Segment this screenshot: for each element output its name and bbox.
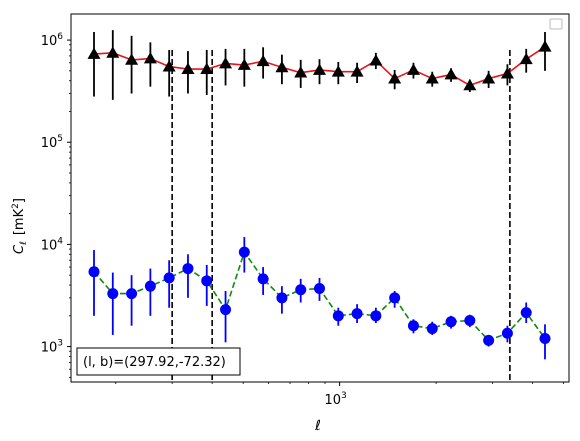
x-tick-label-base: 10 — [325, 393, 342, 408]
legend-box — [549, 18, 563, 30]
data-point — [483, 334, 495, 346]
data-point — [463, 78, 477, 91]
data-point — [520, 307, 532, 319]
data-point — [125, 53, 139, 65]
x-tick-label-exp: 3 — [341, 391, 347, 401]
data-point — [482, 72, 496, 84]
y-tick-label: 105 — [41, 134, 63, 151]
data-point — [182, 263, 194, 275]
data-point — [88, 266, 100, 278]
series-1 — [88, 237, 551, 360]
data-point — [500, 67, 514, 79]
data-point — [406, 63, 420, 75]
y-tick-label-exp: 3 — [57, 339, 63, 349]
data-point — [426, 323, 438, 335]
series-layer — [87, 30, 552, 360]
series-0 — [87, 30, 552, 100]
y-tick-label-base: 10 — [41, 34, 58, 49]
data-point — [445, 316, 457, 328]
data-point — [219, 56, 233, 69]
data-point — [294, 66, 308, 78]
y-axis-label: Cℓ [mK2] — [11, 198, 29, 254]
y-tick-label-exp: 4 — [57, 236, 63, 246]
y-tick-label-base: 10 — [41, 238, 58, 253]
dashed-vlines — [171, 49, 511, 382]
data-point — [162, 60, 176, 72]
data-point — [276, 292, 288, 304]
x-axis-label: ℓ — [314, 418, 321, 434]
data-point — [539, 332, 551, 344]
data-point — [369, 54, 383, 66]
annotation: (l, b)=(297.92,-72.32) — [76, 347, 241, 376]
data-point — [464, 314, 476, 326]
y-tick-label-exp: 5 — [57, 134, 63, 144]
y-axis-label-unit-sup: 2 — [11, 203, 21, 209]
data-point — [237, 58, 251, 70]
annotation-box — [76, 347, 241, 376]
data-point — [313, 63, 326, 75]
plot-frame — [70, 13, 570, 383]
y-axis-label-unit: [mK — [12, 208, 27, 235]
data-point — [256, 54, 270, 67]
data-point — [389, 292, 401, 304]
y-tick-label-exp: 6 — [57, 32, 63, 42]
data-point — [501, 327, 513, 339]
data-point — [200, 62, 214, 74]
data-point — [332, 310, 344, 322]
y-axis-label-unit-close: ] — [12, 198, 27, 203]
data-point — [238, 246, 250, 258]
data-point — [126, 288, 138, 300]
data-point — [107, 288, 119, 300]
data-point — [257, 273, 269, 285]
data-point — [538, 40, 552, 52]
data-point — [163, 272, 175, 284]
y-axis-label-sub: ℓ — [19, 241, 29, 246]
data-point — [350, 65, 364, 77]
data-point — [519, 52, 533, 65]
data-point — [143, 52, 157, 64]
y-tick-label-base: 10 — [41, 136, 58, 151]
data-point — [407, 320, 419, 332]
data-point — [220, 304, 232, 316]
y-axis-label-symbol: C — [12, 244, 27, 254]
x-tick-label: 103 — [325, 391, 347, 408]
data-point — [201, 275, 213, 287]
data-point — [144, 280, 156, 292]
y-tick-label: 103 — [41, 339, 63, 356]
data-point — [388, 72, 402, 84]
y-tick-label-base: 10 — [41, 341, 58, 356]
data-point — [275, 60, 289, 73]
data-point — [295, 284, 307, 296]
data-point — [181, 62, 195, 74]
data-point — [425, 72, 439, 84]
data-point — [87, 47, 101, 59]
data-point — [331, 65, 345, 77]
data-point — [106, 46, 120, 58]
data-point — [351, 308, 363, 320]
y-tick-label: 104 — [41, 236, 64, 253]
y-tick-label: 106 — [41, 32, 64, 49]
data-point — [370, 310, 382, 322]
data-point — [314, 283, 325, 295]
annotation-text: (l, b)=(297.92,-72.32) — [83, 355, 226, 370]
data-point — [444, 68, 458, 80]
